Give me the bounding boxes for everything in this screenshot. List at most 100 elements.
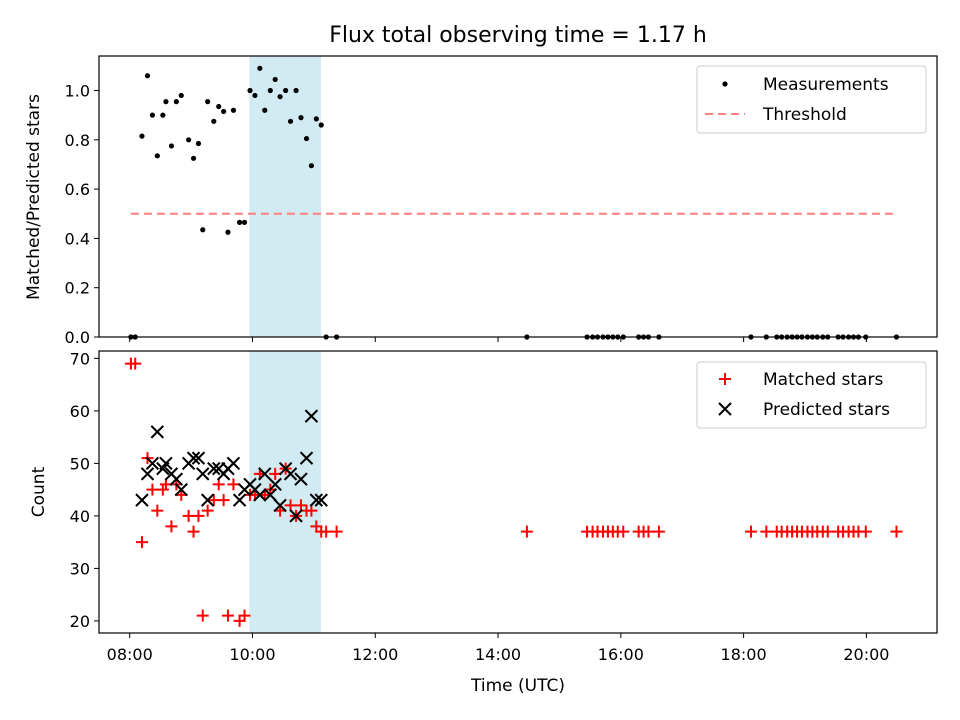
x-tick-label: 10:00 [229,645,275,664]
counts-predicted-stars-point [273,498,287,513]
counts-predicted-stars-point [258,467,272,481]
ratio-panel: 0.0 0.2 0.4 0.6 0.8 1.0 Matched/Predicted sta… [24,55,938,347]
ratio-measurements-point [272,76,278,83]
ratio-measurements-point [190,155,197,161]
counts-matched-stars-point [151,504,164,517]
counts-predicted-stars-point [226,456,241,471]
x-tick-label: 14:00 [475,645,521,664]
ratio-y-tick-label: 0.0 [65,328,90,347]
ratio-measurements-point [139,133,145,139]
ratio-measurements-point [225,229,231,235]
ratio-measurements-point [298,115,304,121]
ratio-measurements-point [186,137,192,143]
ratio-measurements-point [267,87,273,94]
counts-panel: 20 30 40 50 60 70 08:00 10:00 12:00 14:00 16:00 18… [29,349,938,696]
counts-predicted-stars-point [309,493,324,507]
ratio-legend-threshold-label: Threshold [762,105,847,125]
counts-shaded-interval [249,351,322,633]
counts-y-tick-label: 40 [70,507,90,526]
counts-predicted-stars-point [140,467,155,481]
counts-matched-stars-point [221,609,234,622]
counts-predicted-stars-point [299,451,314,465]
counts-predicted-stars-point [232,493,247,507]
counts-predicted-stars-point [304,409,319,423]
counts-matched-stars-point [238,609,251,622]
counts-matched-stars-point [744,525,757,538]
ratio-measurements-point [257,65,263,71]
counts-legend-predicted-stars-swatch [718,402,732,416]
x-tick-label: 18:00 [721,645,767,664]
ratio-measurements-point [283,87,289,94]
counts-y-tick-label: 50 [70,454,90,473]
ratio-measurements-point [308,163,315,169]
ratio-measurements-point [293,87,299,94]
counts-predicted-stars-point [263,488,277,502]
counts-matched-stars-point [294,499,307,512]
counts-predicted-stars-point [191,451,206,465]
counts-predicted-stars-point [169,472,184,486]
ratio-measurements-point [252,92,258,99]
counts-matched-stars-point [859,525,872,538]
counts-panel-frame [98,350,938,634]
ratio-measurements-point [163,99,169,105]
counts-matched-stars-point [330,525,343,538]
ratio-legend-measurements-swatch [722,81,728,87]
counts-matched-stars-point [652,525,665,538]
ratio-measurements-point [144,73,151,79]
counts-predicted-stars-point [159,456,173,471]
counts-predicted-stars-point [145,456,160,471]
counts-y-tick-label: 30 [70,559,90,578]
ratio-measurements-point [221,108,227,115]
ratio-measurements-point [262,107,268,113]
counts-predicted-stars-point [196,467,210,481]
counts-matched-stars-point [760,525,773,538]
counts-matched-stars-point [227,478,240,491]
ratio-measurements-point [313,116,319,122]
counts-predicted-stars-point [268,477,282,492]
counts-y-tick-label: 20 [70,612,90,631]
ratio-measurements-point [247,87,253,94]
x-tick-label: 16:00 [598,645,644,664]
x-tick-label: 08:00 [107,645,153,664]
counts-legend-matched-stars-label: Matched stars [763,370,883,390]
ratio-panel-frame [98,55,938,338]
counts-matched-stars-point [642,525,655,538]
counts-matched-stars-point [165,520,178,533]
chart-title: Flux total observing time = 1.17 h [329,23,707,48]
counts-predicted-stars-point [135,493,149,507]
ratio-measurements-point [241,219,248,225]
ratio-measurements-point [287,118,294,124]
ratio-measurements-point [216,103,222,110]
counts-matched-stars-point [146,483,159,496]
counts-matched-stars-point [129,357,142,370]
ratio-measurements-point [149,112,156,118]
counts-matched-stars-point [196,609,209,622]
counts-legend-predicted-stars-label: Predicted stars [763,400,890,420]
ratio-measurements-point [277,94,283,100]
counts-predicted-stars-point [314,493,328,507]
ratio-measurements-point [178,92,184,99]
ratio-measurements-point [303,135,310,142]
ratio-measurements-point [168,143,175,149]
ratio-y-tick-label: 0.6 [65,180,90,199]
ratio-measurements-point [160,112,166,118]
ratio-measurements-point [236,219,243,225]
ratio-measurements-point [154,153,160,159]
counts-legend: Matched stars Predicted stars [696,361,927,429]
counts-predicted-stars-point [174,482,188,497]
x-tick-label: 20:00 [843,645,889,664]
counts-predicted-stars-point [200,493,215,507]
counts-matched-stars-point [305,504,318,517]
counts-predicted-stars-point [150,425,165,439]
counts-predicted-stars-point [186,451,201,465]
ratio-y-tick-label: 0.2 [65,279,90,298]
counts-y-axis-label: Count [29,466,49,517]
counts-matched-stars-point [821,525,834,538]
counts-matched-stars-point [217,494,230,507]
counts-matched-stars-point [520,525,533,538]
counts-matched-stars-point [192,509,205,522]
ratio-measurements-point [200,227,206,233]
ratio-y-tick-label: 0.4 [65,229,90,248]
ratio-y-tick-label: 1.0 [65,82,90,101]
